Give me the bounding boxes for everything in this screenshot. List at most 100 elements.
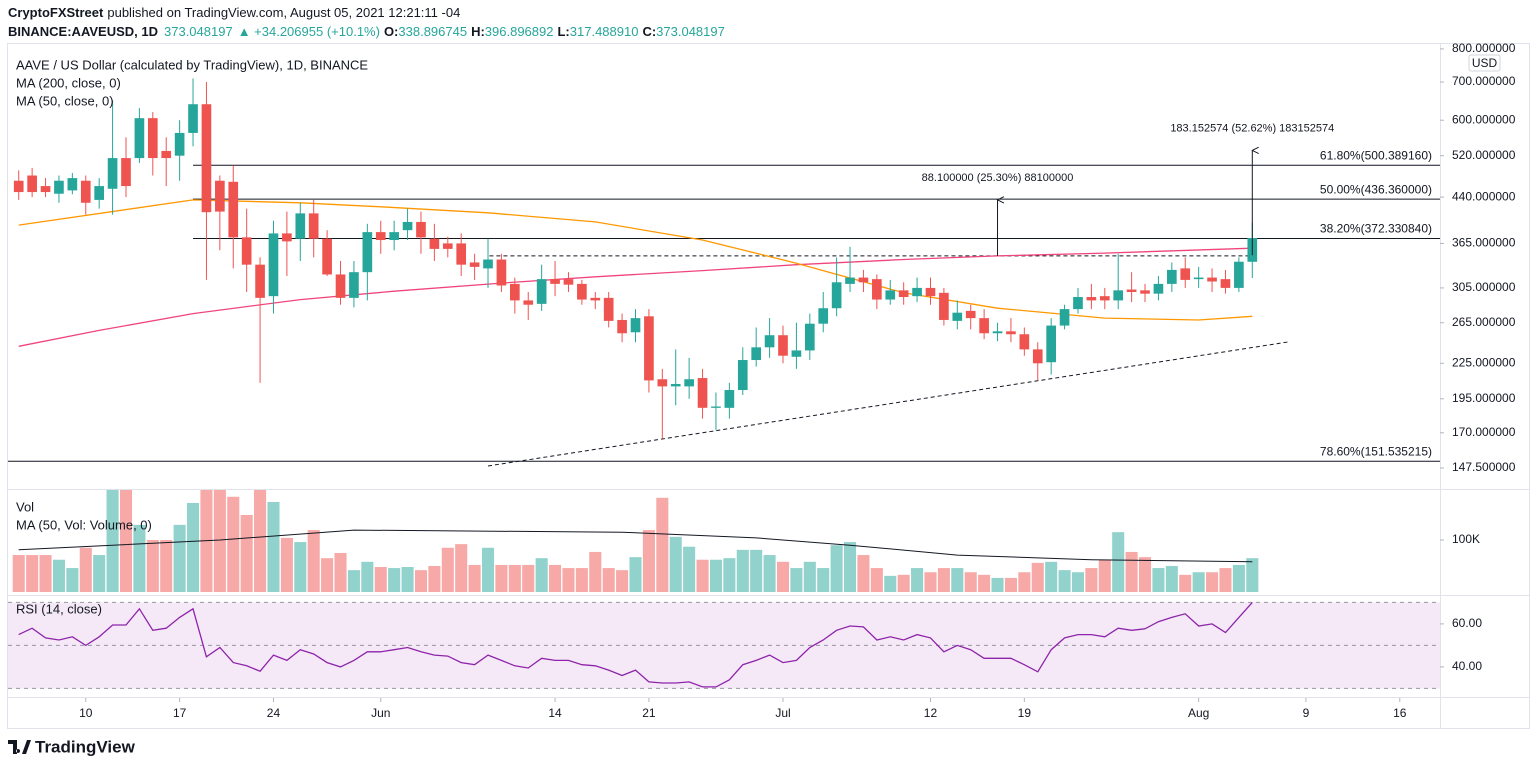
y-tick-label: 225.000000 bbox=[1452, 355, 1516, 369]
candle-body bbox=[1220, 279, 1231, 288]
volume-bar bbox=[616, 570, 629, 592]
candle-body bbox=[13, 180, 24, 193]
volume-bar bbox=[1219, 568, 1232, 592]
volume-bar bbox=[1138, 557, 1152, 592]
volume-bar bbox=[227, 496, 240, 592]
volume-bar bbox=[1246, 558, 1259, 592]
candle-body bbox=[1019, 334, 1030, 350]
volume-bar bbox=[254, 490, 267, 592]
volume-bar bbox=[924, 572, 937, 592]
level-label: 61.80%(500.389160) bbox=[1320, 148, 1432, 162]
candle-body bbox=[979, 318, 989, 334]
level-label: 50.00%(436.360000) bbox=[1320, 182, 1432, 196]
volume-bar bbox=[736, 549, 749, 592]
volume-bar bbox=[1206, 572, 1219, 592]
volume-bar bbox=[1045, 561, 1058, 592]
measure-label: 183.152574 (52.62%) 183152574 bbox=[1170, 122, 1334, 134]
candle-body bbox=[697, 378, 708, 408]
candle-body bbox=[1032, 349, 1043, 364]
ohlc-value: 396.896892 bbox=[485, 24, 554, 39]
y-tick-label: 305.000000 bbox=[1452, 280, 1516, 294]
price-pane: 61.80%(500.389160) 50.00%(436.360000) 38.2… bbox=[8, 78, 1440, 467]
rsi-line bbox=[18, 601, 1253, 688]
ma-line bbox=[18, 199, 1253, 321]
volume-bar bbox=[535, 558, 548, 592]
volume-bar bbox=[870, 568, 883, 592]
volume-bar bbox=[589, 551, 602, 592]
y-tick-label: 100K bbox=[1452, 532, 1480, 546]
candle-body bbox=[335, 274, 346, 298]
volume-bar bbox=[495, 564, 508, 592]
ohlc-value: 338.896745 bbox=[398, 24, 467, 39]
volume-bar bbox=[964, 572, 977, 592]
candle-body bbox=[510, 283, 520, 301]
last-price: 373.048197 bbox=[164, 24, 233, 39]
candle-body bbox=[80, 180, 91, 203]
candle-body bbox=[308, 213, 319, 239]
candle-body bbox=[188, 104, 198, 133]
candle-body bbox=[241, 237, 252, 265]
volume-bar bbox=[441, 547, 454, 592]
volume-bar bbox=[696, 559, 709, 592]
volume-bar bbox=[830, 545, 843, 592]
candle-body bbox=[885, 290, 896, 300]
candle-body bbox=[818, 308, 829, 324]
volume-bar bbox=[683, 546, 696, 592]
volume-bar bbox=[267, 501, 280, 592]
candle-body bbox=[1073, 297, 1083, 310]
candle-body bbox=[791, 350, 802, 357]
volume-bar bbox=[455, 544, 468, 592]
y-tick-label: 520.000000 bbox=[1452, 148, 1516, 162]
candle-body bbox=[1006, 331, 1016, 335]
volume-bar bbox=[991, 577, 1004, 592]
candle-body bbox=[536, 279, 547, 304]
candle-body bbox=[1059, 309, 1070, 326]
candle-body bbox=[322, 238, 332, 275]
volume-bar bbox=[951, 568, 964, 592]
volume-bar bbox=[240, 514, 253, 592]
volume-bar bbox=[173, 524, 186, 592]
y-tick-label: 147.500000 bbox=[1452, 460, 1516, 474]
volume-bar bbox=[709, 559, 722, 592]
chart-title: AAVE / US Dollar (calculated by TradingV… bbox=[16, 57, 368, 72]
candle-body bbox=[577, 283, 587, 300]
volume-bar bbox=[1192, 572, 1205, 592]
volume-bar bbox=[52, 559, 65, 592]
candle-body bbox=[670, 383, 681, 387]
volume-bar bbox=[347, 570, 360, 592]
volume-bar bbox=[1018, 572, 1031, 592]
x-tick-label: Jul bbox=[775, 706, 790, 720]
candle-body bbox=[201, 104, 212, 213]
x-tick-label: 17 bbox=[173, 706, 187, 720]
x-tick-label: Jun bbox=[371, 706, 390, 720]
legend-entry: MA (200, close, 0) bbox=[16, 75, 121, 90]
volume-bar bbox=[388, 568, 401, 592]
candle-body bbox=[469, 262, 480, 267]
candle-body bbox=[657, 379, 668, 387]
candle-body bbox=[1167, 269, 1177, 284]
candle-body bbox=[483, 259, 493, 269]
candle-body bbox=[27, 175, 37, 193]
candle-body bbox=[617, 319, 627, 334]
candle-body bbox=[737, 360, 748, 391]
y-tick-label: 40.00 bbox=[1452, 659, 1482, 673]
y-tick-label: 60.00 bbox=[1452, 616, 1482, 630]
ohlc-value: 317.488910 bbox=[570, 24, 639, 39]
candle-body bbox=[54, 180, 64, 194]
volume-bar bbox=[763, 555, 776, 592]
volume-bar bbox=[106, 490, 119, 592]
volume-bar bbox=[575, 568, 588, 592]
rsi-pane bbox=[8, 601, 1440, 689]
volume-bar bbox=[602, 568, 615, 592]
candle-body bbox=[496, 259, 507, 286]
candle-body bbox=[228, 181, 239, 238]
change: ▲ +34.206955 (+10.1%) bbox=[238, 24, 380, 39]
candle-body bbox=[831, 282, 842, 309]
volume-bar bbox=[1071, 572, 1085, 592]
candle-body bbox=[898, 290, 909, 298]
ohlc-label: O: bbox=[384, 24, 398, 39]
volume-bar bbox=[79, 547, 92, 592]
candle-body bbox=[107, 158, 118, 189]
candle-body bbox=[456, 243, 467, 265]
